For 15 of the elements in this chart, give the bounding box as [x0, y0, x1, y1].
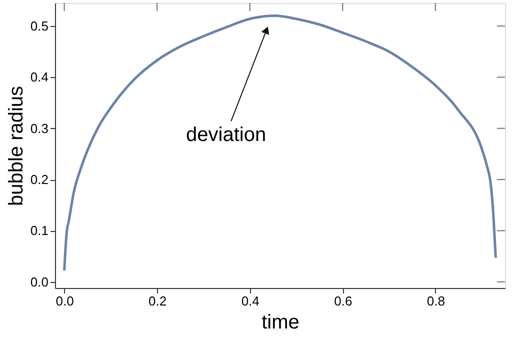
y-tick-label: 0.4: [30, 70, 48, 85]
annotation: deviation: [186, 124, 266, 146]
x-tick-label: 0.2: [148, 294, 167, 308]
x-tick-label: 0.6: [334, 294, 352, 308]
x-tick-label: 0.4: [241, 294, 260, 308]
y-tick-label: 0.0: [30, 274, 48, 290]
y-tick-label: 0.1: [30, 223, 48, 238]
y-tick-label: 0.5: [30, 18, 48, 34]
line-series: [63, 14, 497, 272]
x-axis-title: time: [262, 312, 300, 334]
y-tick-label: 0.3: [30, 120, 48, 136]
y-tick-label: 0.2: [30, 172, 48, 188]
x-tick-label: 0.0: [56, 294, 74, 308]
x-tick-label: 0.8: [426, 294, 445, 308]
y-axis-title: bubble radius: [5, 86, 28, 206]
